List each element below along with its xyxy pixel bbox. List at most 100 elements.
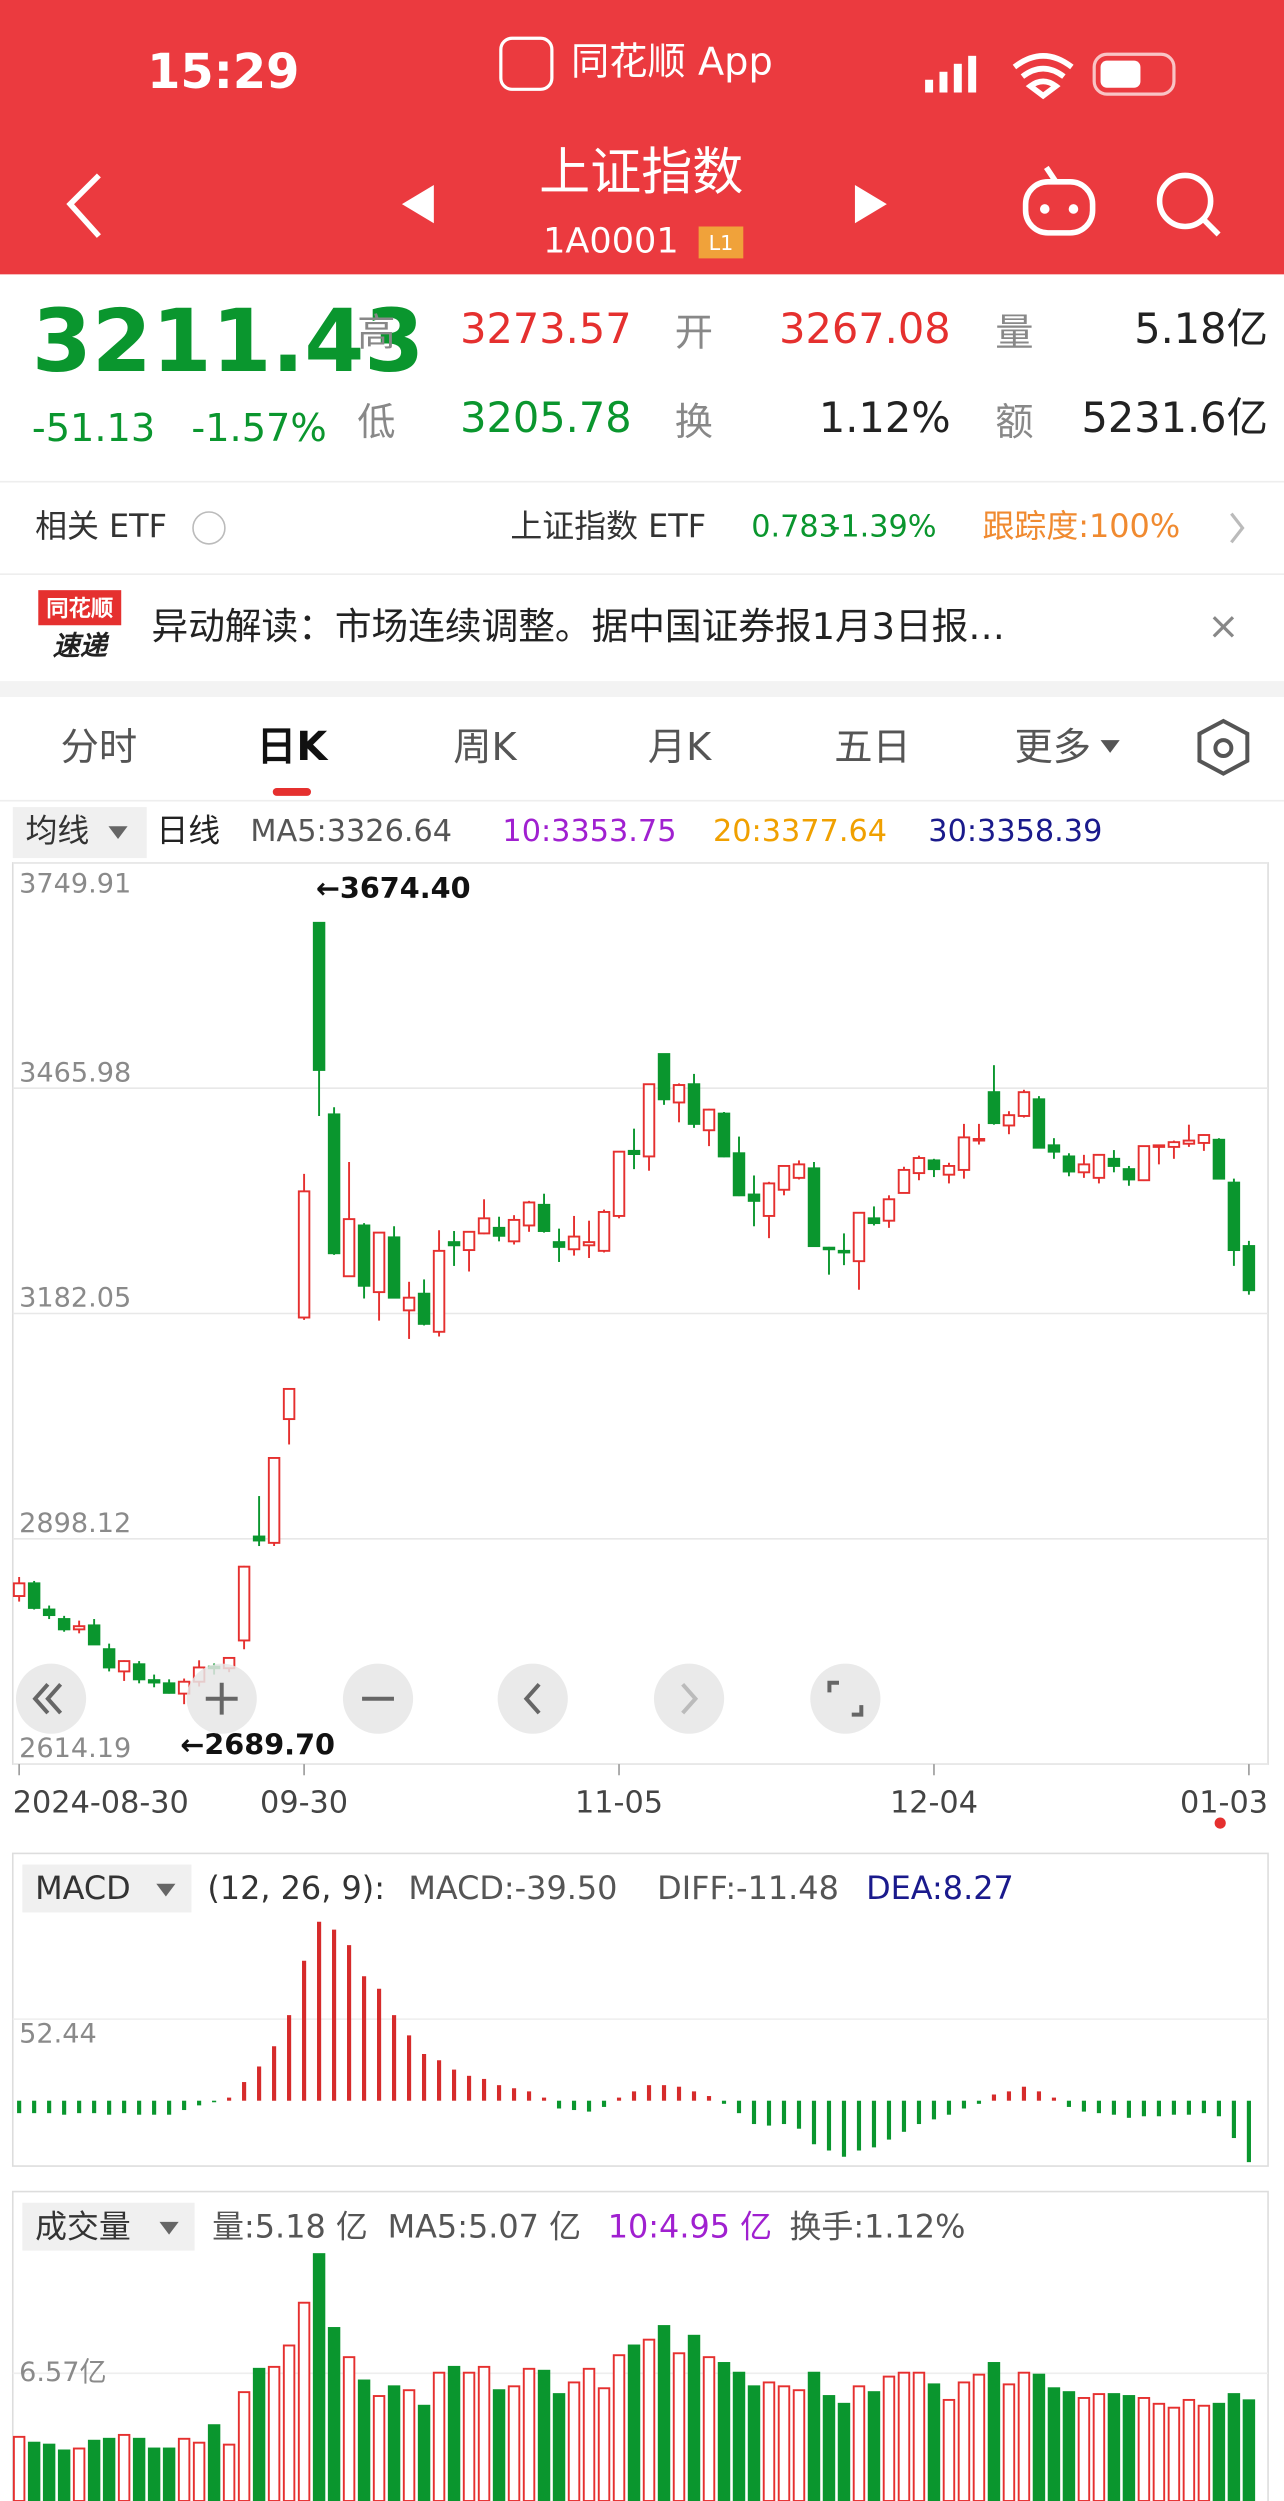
candle-body — [267, 1457, 281, 1544]
volume-bar — [312, 2253, 326, 2501]
volume-bar — [222, 2443, 236, 2501]
robot-button[interactable] — [1022, 165, 1096, 236]
volume-bar — [957, 2381, 971, 2501]
volume-bar — [522, 2367, 536, 2501]
candle-body — [237, 1565, 251, 1642]
tab-active[interactable]: 日K — [257, 724, 330, 770]
candle-body — [642, 1083, 656, 1158]
candle-body — [387, 1236, 401, 1299]
volume-bar — [1227, 2393, 1241, 2501]
volume-bar — [657, 2325, 671, 2501]
selector[interactable]: 均线 — [26, 812, 90, 850]
low-annotation: ←2689.70 — [180, 1728, 335, 1762]
news-text[interactable]: 异动解读：市场连续调整。据中国证券报1月3日报… — [152, 605, 1005, 648]
tab[interactable]: 分时 — [61, 725, 138, 770]
volume-bar — [327, 2327, 341, 2501]
candle-body — [837, 1249, 851, 1254]
candle-body — [762, 1182, 776, 1217]
volume-bar — [702, 2356, 716, 2501]
volume-bar — [1017, 2371, 1031, 2501]
candle-body — [1122, 1168, 1136, 1181]
wifi-icon — [1012, 53, 1074, 100]
candle-body — [897, 1168, 911, 1194]
candle-body — [1077, 1163, 1091, 1174]
macd-frame — [11, 1852, 1269, 2167]
volume-bar — [357, 2379, 371, 2501]
back-button[interactable] — [66, 173, 101, 238]
settings-dot — [1213, 738, 1234, 759]
next-button[interactable] — [854, 185, 887, 224]
signal-icon — [925, 55, 977, 93]
candle-body — [1227, 1181, 1241, 1252]
tab[interactable]: 五日 — [834, 725, 911, 770]
volume-bar — [837, 2402, 851, 2501]
status-app: 同花顺 App — [571, 39, 773, 84]
x-tick-label: 09-30 — [260, 1785, 348, 1820]
candle-body — [1002, 1114, 1016, 1127]
spacer — [0, 681, 1284, 698]
volume-bar — [1167, 2406, 1181, 2501]
chart-control[interactable] — [497, 1663, 568, 1734]
candle-body — [567, 1235, 581, 1251]
volume-bar — [582, 2367, 596, 2501]
control-icon — [681, 1683, 699, 1715]
candle-body — [612, 1150, 626, 1217]
price: 3211.43 — [32, 292, 424, 392]
selector[interactable]: 成交量 — [35, 2207, 131, 2245]
field-label: 低 — [357, 400, 395, 445]
change-pct: -1.57% — [191, 406, 326, 451]
news-logo-bg — [38, 590, 122, 626]
candle-body — [342, 1218, 356, 1278]
volume-bar — [1122, 2395, 1136, 2501]
tab[interactable]: 月K — [648, 725, 712, 770]
tab[interactable]: 周K — [453, 725, 517, 770]
ma30: 30:3358.39 — [928, 814, 1102, 849]
tab-underline — [272, 787, 312, 796]
volume-bar — [492, 2389, 506, 2501]
chart-control[interactable] — [15, 1663, 87, 1734]
candle-body — [987, 1091, 1001, 1125]
candle-body — [117, 1660, 131, 1673]
x-tick-label: 01-03 — [1180, 1785, 1268, 1820]
volume-bar — [627, 2344, 641, 2501]
selector-bg[interactable] — [12, 807, 147, 859]
y-tick-label: 2614.19 — [19, 1733, 131, 1764]
settings-button[interactable] — [1197, 718, 1250, 776]
candle-body — [972, 1138, 986, 1142]
candle-body — [822, 1246, 836, 1251]
volume-bar — [1047, 2387, 1061, 2501]
chart-control[interactable] — [653, 1663, 725, 1734]
header-bg — [0, 0, 1284, 275]
candle-body — [792, 1163, 806, 1179]
volume-bar — [27, 2441, 41, 2501]
search-button[interactable] — [1156, 172, 1221, 237]
close-button[interactable] — [1212, 616, 1235, 638]
candle-body — [417, 1292, 431, 1325]
volume-bar — [282, 2344, 296, 2501]
volume-bar — [1242, 2399, 1256, 2501]
etf-name[interactable]: 上证指数 ETF — [510, 507, 706, 545]
chevron[interactable] — [1230, 512, 1245, 544]
prev-button[interactable] — [401, 185, 434, 224]
robot-eye — [1068, 204, 1079, 214]
candle-body — [627, 1149, 641, 1156]
candle-body — [867, 1217, 881, 1225]
candle-body — [57, 1618, 71, 1631]
volume-ma5: MA5:5.07 亿 — [388, 2207, 581, 2245]
help-icon[interactable] — [192, 511, 226, 545]
change: -51.13 — [32, 406, 155, 451]
tab[interactable]: 更多 — [1014, 725, 1091, 770]
candle-body — [882, 1198, 896, 1222]
dropdown-arrow — [156, 1883, 176, 1897]
volume-bar — [927, 2383, 941, 2501]
selector[interactable]: MACD — [35, 1869, 131, 1907]
candle-body — [912, 1157, 926, 1175]
volume-bar — [822, 2395, 836, 2501]
candle-body — [492, 1226, 506, 1237]
field-value: 3267.08 — [779, 305, 950, 353]
etf-price: 0.783 — [751, 509, 838, 544]
candle-body — [672, 1084, 686, 1104]
volume-bar — [102, 2437, 116, 2501]
etf-label: 相关 ETF — [35, 507, 167, 545]
chart-control[interactable] — [810, 1663, 881, 1734]
